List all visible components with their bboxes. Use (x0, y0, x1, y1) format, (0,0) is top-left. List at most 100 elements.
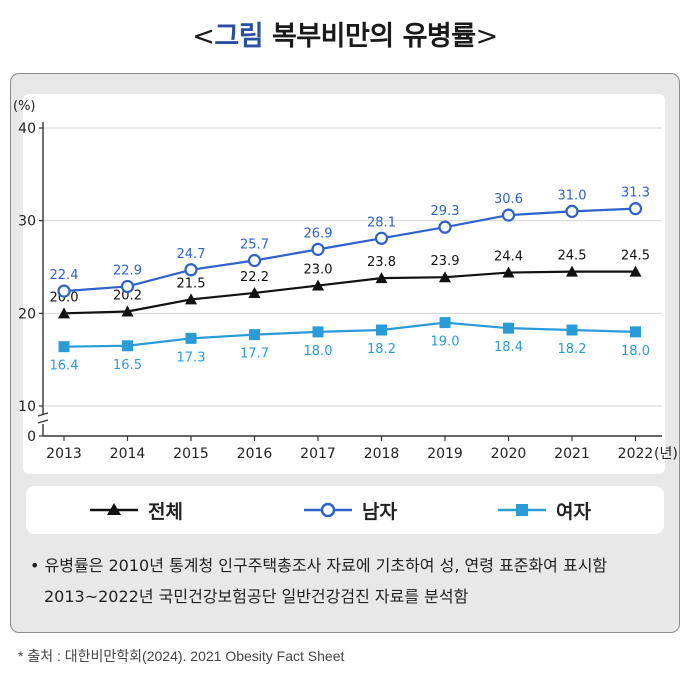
x-tick-label-2022: 2022 (618, 446, 654, 462)
point-female-2013 (58, 341, 70, 353)
point-female-2021 (566, 324, 578, 336)
x-tick-label-2017: 2017 (300, 446, 336, 462)
data-label-male-2021: 31.0 (558, 188, 587, 203)
title-main: 복부비만의 유병률 (271, 21, 476, 52)
axis-break-mark-upper (37, 412, 49, 417)
note-line-2: 2013~2022년 국민건강보험공단 일반건강검진 자료를 분석함 (44, 587, 469, 606)
data-label-total-2019: 23.9 (431, 254, 460, 269)
point-total-2016 (248, 286, 261, 298)
x-tick-label-2020: 2020 (491, 446, 527, 462)
data-label-female-2020: 18.4 (494, 340, 523, 355)
data-label-male-2022: 31.3 (621, 186, 650, 201)
point-female-2015 (185, 332, 197, 344)
point-male-2018 (374, 231, 389, 245)
point-total-2022 (629, 265, 642, 277)
y-tick-label-20: 20 (18, 306, 36, 322)
legend-item-total: 전체 (88, 486, 183, 534)
legend-marker-square-icon (498, 504, 546, 516)
legend-item-female: 여자 (496, 486, 591, 534)
data-label-female-2018: 18.2 (367, 342, 396, 357)
legend: 전체 남자 여자 (26, 486, 664, 534)
y-tick-label-10: 10 (18, 399, 36, 415)
point-male-2022 (628, 202, 643, 216)
legend-label-total: 전체 (148, 500, 183, 523)
x-tick-label-2019: 2019 (427, 446, 463, 462)
data-label-total-2013: 20.0 (50, 290, 79, 305)
series-line-total (63, 270, 636, 315)
legend-label-male: 남자 (362, 500, 397, 523)
point-female-2016 (249, 329, 260, 341)
y-axis-unit-label: (%) (13, 99, 36, 114)
point-male-2019 (438, 220, 452, 234)
data-label-total-2018: 23.8 (367, 255, 396, 270)
point-total-2021 (566, 265, 578, 277)
data-label-female-2019: 19.0 (431, 335, 460, 350)
data-label-total-2022: 24.5 (621, 249, 650, 264)
data-label-male-2019: 29.3 (431, 204, 460, 219)
point-total-2020 (502, 266, 515, 278)
note-line-1: • 유병률은 2010년 통계청 인구주택총조사 자료에 기초하여 성, 연령 … (30, 556, 608, 575)
point-female-2022 (630, 326, 641, 338)
data-label-male-2014: 22.9 (113, 263, 142, 278)
y-tick-label-30: 30 (18, 214, 36, 230)
data-label-female-2022: 18.0 (621, 344, 650, 359)
point-female-2017 (312, 326, 324, 338)
data-label-total-2017: 23.0 (304, 263, 333, 278)
source-citation: * 출처 : 대한비만학회(2024). 2021 Obesity Fact S… (18, 648, 345, 664)
figure-title: <그림 복부비만의 유병률> (0, 14, 690, 53)
legend-label-female: 여자 (556, 500, 591, 523)
data-label-female-2014: 16.5 (113, 358, 142, 373)
point-total-2014 (121, 305, 134, 317)
series-line-female (63, 321, 636, 348)
legend-item-male: 남자 (302, 486, 397, 534)
data-label-male-2013: 22.4 (50, 268, 79, 283)
data-label-total-2015: 21.5 (177, 276, 206, 291)
point-total-2017 (312, 279, 324, 291)
data-label-male-2015: 24.7 (177, 247, 206, 262)
point-male-2014 (120, 279, 135, 294)
point-male-2015 (184, 263, 198, 277)
x-tick-label-2015: 2015 (173, 446, 209, 462)
point-male-2016 (247, 253, 262, 268)
x-tick-label-2014: 2014 (110, 446, 146, 462)
data-label-total-2020: 24.4 (494, 250, 523, 265)
legend-marker-triangle-icon (90, 503, 138, 515)
data-label-female-2015: 17.3 (177, 350, 206, 365)
series-line-male (63, 207, 636, 293)
data-label-total-2021: 24.5 (558, 249, 587, 264)
point-female-2020 (503, 322, 514, 334)
legend-marker-circle-icon (304, 502, 352, 518)
data-label-female-2021: 18.2 (558, 342, 587, 357)
title-open-bracket: < (192, 21, 215, 52)
point-female-2018 (376, 324, 387, 336)
x-tick-label-2013: 2013 (46, 446, 82, 462)
point-female-2019 (439, 317, 451, 329)
axis-break-mark-lower (37, 419, 49, 424)
data-label-male-2018: 28.1 (367, 215, 396, 230)
x-tick-label-2018: 2018 (364, 446, 400, 462)
data-label-female-2013: 16.4 (50, 359, 79, 374)
point-male-2013 (57, 284, 71, 298)
point-total-2018 (375, 272, 388, 284)
title-close-bracket: > (475, 21, 499, 52)
data-label-total-2016: 22.2 (240, 270, 269, 285)
data-label-female-2017: 18.0 (304, 344, 333, 359)
data-label-male-2020: 30.6 (494, 192, 523, 207)
point-male-2017 (311, 242, 325, 256)
title-accent: 그림 (214, 21, 264, 52)
point-total-2019 (439, 271, 451, 283)
y-tick-label-0: 0 (27, 429, 36, 445)
point-total-2013 (58, 307, 70, 319)
y-tick-label-40: 40 (18, 121, 36, 137)
point-female-2014 (122, 340, 133, 352)
x-axis-unit-label: (년) (654, 446, 678, 462)
data-label-total-2014: 20.2 (113, 288, 142, 303)
data-label-female-2016: 17.7 (240, 347, 269, 362)
point-male-2020 (501, 208, 516, 222)
x-tick-label-2021: 2021 (554, 446, 590, 462)
data-label-male-2016: 25.7 (240, 238, 269, 253)
point-total-2015 (185, 293, 197, 305)
x-tick-label-2016: 2016 (237, 446, 273, 462)
point-male-2021 (565, 204, 579, 218)
